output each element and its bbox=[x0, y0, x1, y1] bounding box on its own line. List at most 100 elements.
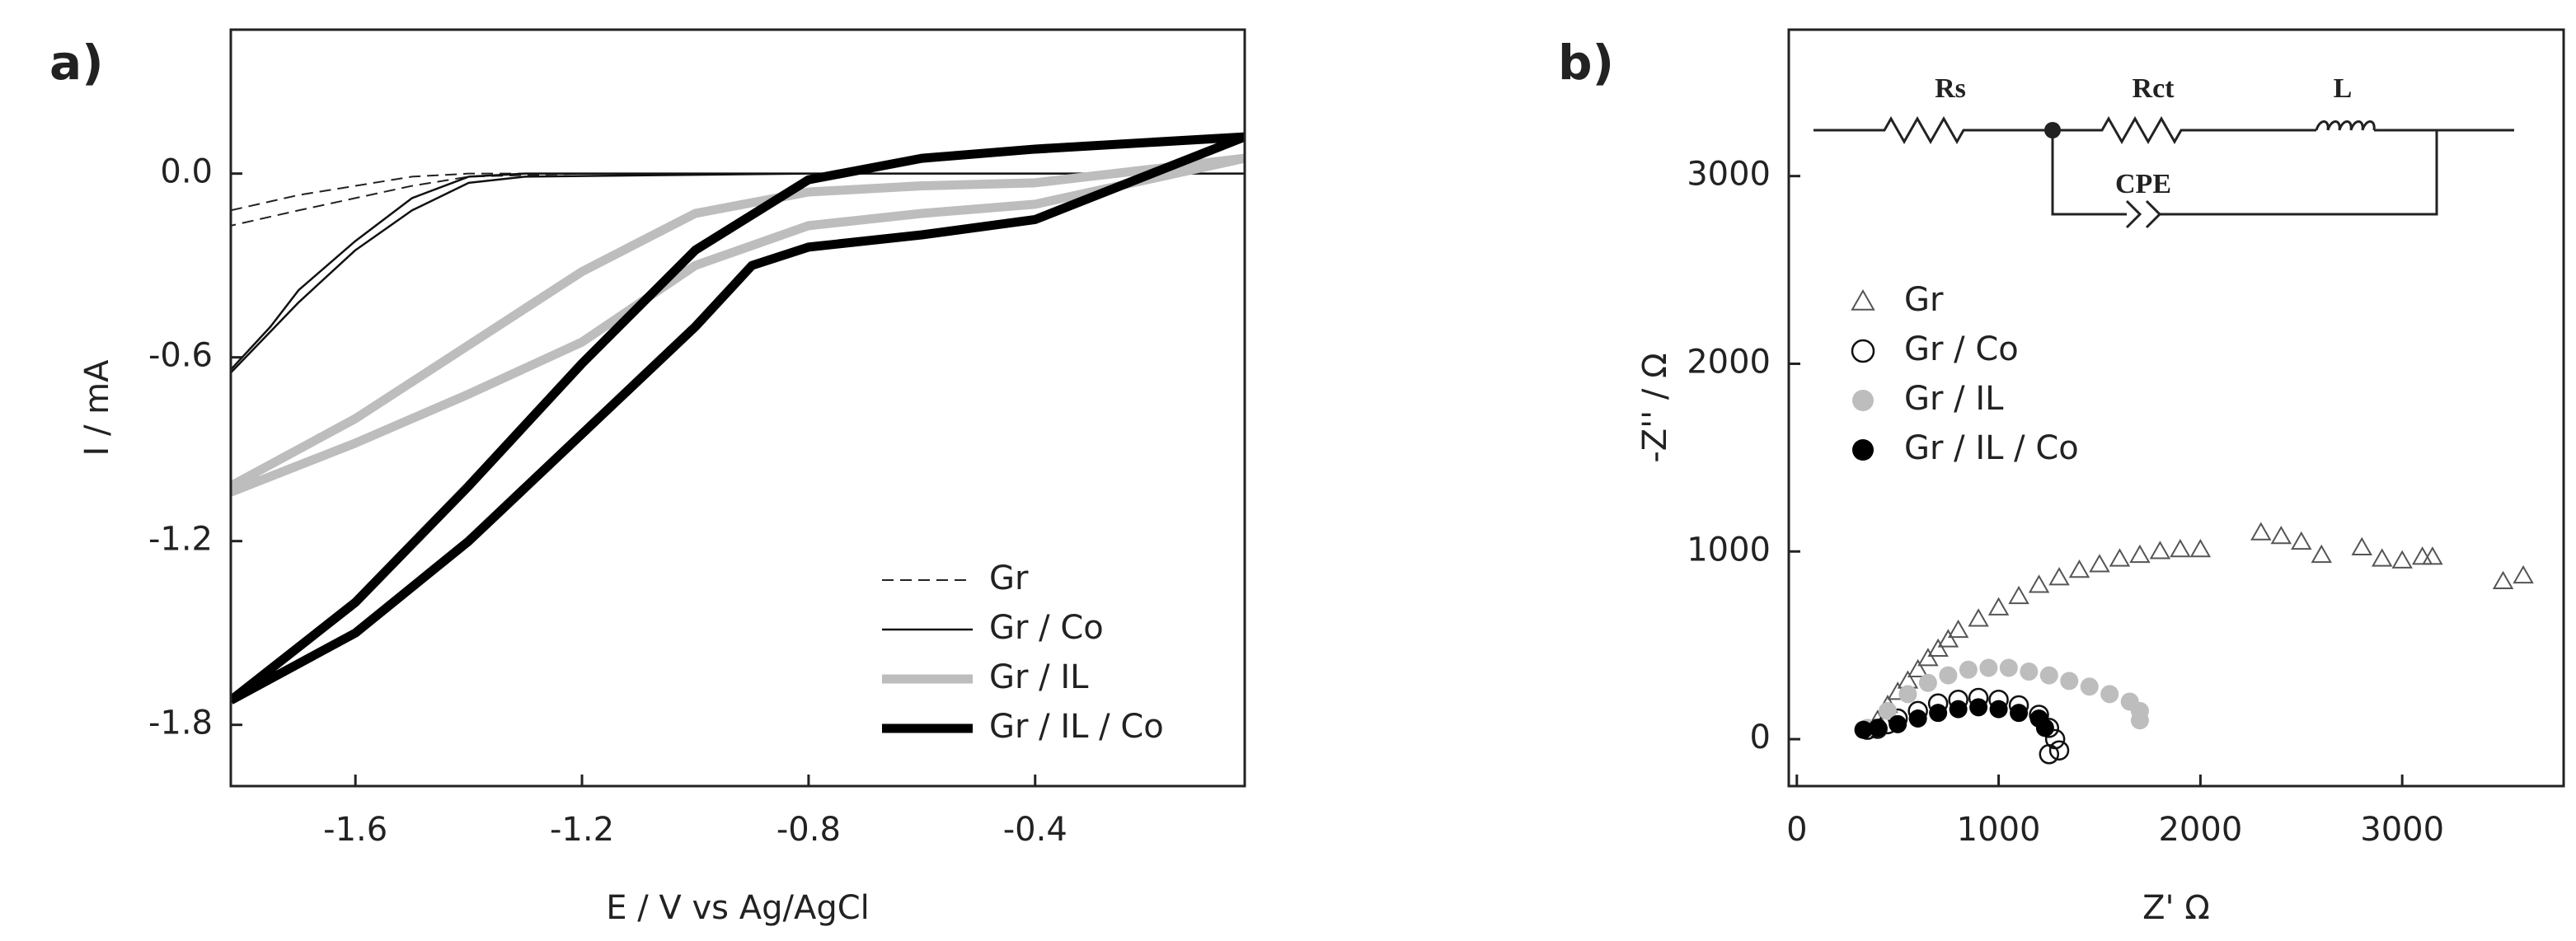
marker bbox=[1939, 666, 1958, 685]
marker bbox=[1908, 709, 1927, 728]
circuit-wire bbox=[1814, 115, 2514, 145]
marker bbox=[1937, 629, 1959, 648]
marker bbox=[2028, 574, 2050, 593]
marker bbox=[1854, 720, 1873, 739]
x-axis-label: E / V vs Ag/AgCl bbox=[606, 889, 870, 927]
circuit-node bbox=[2044, 122, 2061, 138]
circuit-label: L bbox=[2334, 73, 2353, 104]
y-tick-label: -0.6 bbox=[148, 337, 213, 375]
y-axis-label: -Z'' / Ω bbox=[1636, 353, 1674, 462]
marker bbox=[2008, 585, 2029, 605]
marker bbox=[2020, 662, 2039, 681]
marker bbox=[1917, 648, 1939, 667]
x-tick-label: -1.6 bbox=[323, 811, 387, 849]
panel-label: a) bbox=[49, 35, 104, 91]
marker bbox=[1927, 638, 1949, 657]
marker bbox=[2089, 554, 2110, 573]
marker bbox=[1989, 700, 2008, 719]
legend-swatch bbox=[1851, 288, 1875, 311]
y-tick-label: 3000 bbox=[1687, 156, 1771, 194]
y-tick-label: 0 bbox=[1750, 719, 1771, 756]
circuit-inset bbox=[1814, 115, 2514, 229]
data-line bbox=[231, 172, 1245, 374]
x-tick-label: -0.8 bbox=[777, 811, 841, 849]
marker bbox=[1947, 619, 1969, 639]
marker bbox=[2189, 538, 2212, 558]
marker bbox=[2039, 666, 2058, 685]
marker bbox=[1868, 719, 1887, 737]
marker bbox=[2039, 744, 2060, 765]
data-line bbox=[231, 172, 1245, 227]
legend-label: Gr bbox=[989, 559, 1029, 597]
marker bbox=[1969, 698, 1988, 717]
marker bbox=[1979, 658, 1998, 677]
legend-label: Gr bbox=[1904, 281, 1944, 319]
marker bbox=[2100, 685, 2119, 704]
marker bbox=[1889, 714, 1907, 733]
marker bbox=[2170, 538, 2191, 558]
circuit-inductor bbox=[2315, 120, 2376, 131]
marker bbox=[2080, 677, 2099, 696]
marker bbox=[2351, 536, 2372, 555]
x-tick-label: 2000 bbox=[2158, 811, 2242, 849]
marker bbox=[1968, 608, 1989, 627]
legend-label: Gr / Co bbox=[989, 609, 1104, 647]
circuit-label: Rs bbox=[1935, 73, 1966, 104]
axes-frame bbox=[1787, 28, 2565, 788]
y-tick-label: 2000 bbox=[1687, 343, 1771, 381]
marker bbox=[1949, 700, 1968, 719]
legend-label: Gr / IL / Co bbox=[1904, 429, 2079, 467]
legend-label: Gr / Co bbox=[1904, 330, 2019, 368]
legend-label: Gr / IL / Co bbox=[989, 708, 1164, 746]
y-tick-label: -1.2 bbox=[148, 521, 213, 559]
x-tick-label: -0.4 bbox=[1003, 811, 1067, 849]
x-tick-label: 1000 bbox=[1957, 811, 2041, 849]
marker bbox=[2035, 719, 2054, 737]
x-tick-label: 0 bbox=[1786, 811, 1807, 849]
panel-label: b) bbox=[1558, 35, 1614, 91]
marker bbox=[2048, 740, 2070, 761]
legend-swatch bbox=[1852, 390, 1874, 411]
marker bbox=[2270, 526, 2292, 545]
circuit-label: CPE bbox=[2115, 169, 2171, 199]
x-tick-label: 3000 bbox=[2360, 811, 2444, 849]
x-tick-label: -1.2 bbox=[550, 811, 614, 849]
marker bbox=[2422, 546, 2443, 565]
marker bbox=[2060, 672, 2079, 691]
marker bbox=[2129, 544, 2151, 564]
axes-frame bbox=[229, 28, 1246, 788]
marker bbox=[1929, 704, 1948, 723]
x-axis-label: Z' Ω bbox=[2142, 889, 2210, 927]
legend-label: Gr / IL bbox=[1904, 380, 2004, 418]
marker bbox=[2513, 564, 2534, 584]
legend-swatch bbox=[1852, 439, 1874, 461]
marker bbox=[1959, 660, 1978, 679]
circuit-label: Rct bbox=[2133, 73, 2175, 104]
marker bbox=[1987, 597, 2010, 616]
marker bbox=[2311, 544, 2332, 564]
marker bbox=[1918, 673, 1937, 692]
marker bbox=[2391, 550, 2413, 569]
data-line bbox=[231, 132, 1245, 705]
y-axis-label: I / mA bbox=[78, 359, 116, 456]
marker bbox=[1999, 658, 2018, 677]
marker bbox=[1898, 685, 1917, 704]
marker bbox=[2109, 548, 2131, 567]
marker bbox=[2291, 531, 2312, 550]
y-tick-label: 0.0 bbox=[160, 153, 213, 191]
circuit-branch bbox=[2051, 130, 2438, 229]
data-line bbox=[231, 153, 1245, 497]
legend-swatch bbox=[1851, 339, 1875, 363]
y-tick-label: -1.8 bbox=[148, 705, 213, 742]
marker bbox=[2371, 548, 2393, 567]
marker bbox=[2492, 570, 2514, 589]
marker bbox=[2130, 711, 2149, 730]
marker bbox=[1878, 701, 1897, 720]
marker bbox=[2149, 541, 2171, 559]
marker bbox=[1907, 658, 1929, 678]
y-tick-label: 1000 bbox=[1687, 531, 1771, 569]
marker bbox=[2411, 546, 2433, 565]
marker bbox=[2250, 522, 2272, 541]
plot-area bbox=[231, 132, 1245, 705]
